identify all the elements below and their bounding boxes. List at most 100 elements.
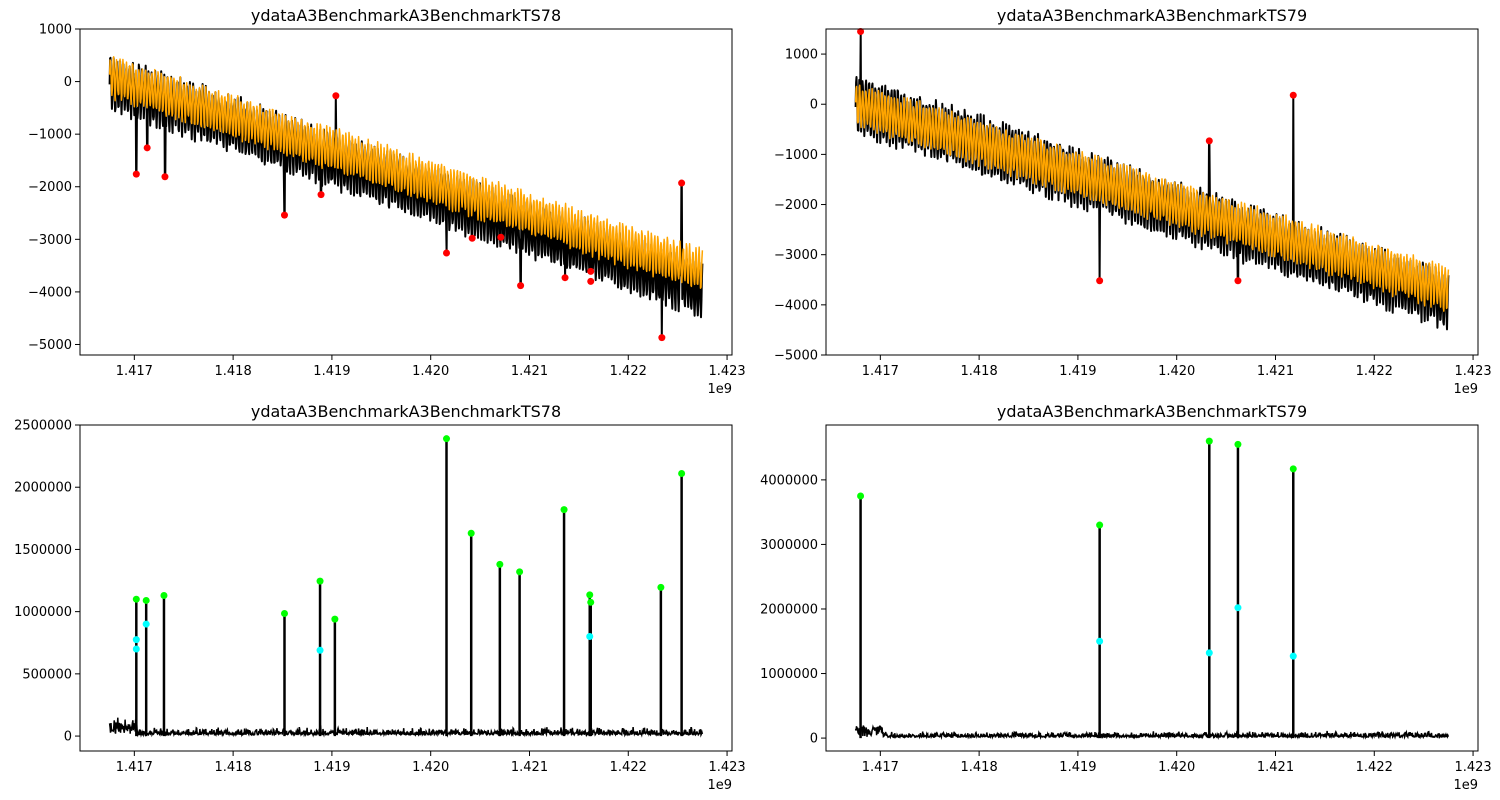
x-tick-label: 1.423 (1454, 364, 1491, 379)
peak-point (678, 470, 686, 478)
x-tick-label: 1.418 (961, 760, 998, 775)
peak-point (467, 529, 475, 537)
peak-point (316, 577, 324, 585)
anomaly-point (497, 233, 505, 241)
y-tick-label: 4000000 (760, 473, 818, 488)
plot-area (79, 424, 733, 752)
peak-point (496, 560, 504, 568)
chart-title: ydataA3BenchmarkA3BenchmarkTS79 (997, 6, 1307, 25)
plot-frame (825, 424, 1479, 752)
peak-point (160, 591, 168, 599)
x-tick-label: 1.418 (215, 364, 252, 379)
plot-area (825, 424, 1479, 752)
anomaly-point (587, 277, 595, 285)
x-tick-label: 1.423 (1454, 760, 1491, 775)
y-tick-label: 1000000 (14, 605, 72, 620)
y-tick-label: 0 (810, 98, 818, 113)
y-tick-label: 1000 (39, 23, 72, 38)
peak-point (516, 568, 524, 576)
y-tick-label: −3000 (28, 233, 72, 248)
peak-point (142, 596, 150, 604)
chart-title: ydataA3BenchmarkA3BenchmarkTS78 (251, 402, 561, 421)
y-tick-label: 2000000 (14, 481, 72, 496)
y-tick-label: −4000 (28, 285, 72, 300)
peak-point (331, 615, 339, 623)
chart-panel-1: ydataA3BenchmarkA3BenchmarkTS78 1.417 1.41… (28, 6, 746, 397)
x-tick-label: 1.417 (862, 364, 899, 379)
anomaly-point (143, 144, 151, 152)
x-tick-label: 1.419 (1059, 364, 1096, 379)
x-tick-label: 1.419 (313, 364, 350, 379)
y-tick-label: 500000 (22, 667, 72, 682)
peak-point (1234, 440, 1242, 448)
x-offset-label: 1e9 (1453, 382, 1478, 397)
peak-point (587, 598, 595, 606)
anomaly-point (1289, 91, 1297, 99)
y-tick-label: −2000 (774, 198, 818, 213)
anomaly-point (280, 211, 288, 219)
anomaly-point (678, 179, 686, 187)
anomaly-point (332, 92, 340, 100)
anomaly-point (468, 234, 476, 242)
chart-panel-3: ydataA3BenchmarkA3BenchmarkTS78 1.417 1.41… (14, 402, 746, 793)
anomaly-point (317, 191, 325, 199)
peak-point (280, 610, 288, 618)
x-tick-label: 1.420 (412, 760, 449, 775)
peak-point (586, 591, 594, 599)
anomaly-point (561, 274, 569, 282)
x-tick-label: 1.421 (511, 364, 548, 379)
secondary-point (316, 646, 324, 654)
x-tick-label: 1.418 (961, 364, 998, 379)
x-offset-label: 1e9 (1453, 778, 1478, 793)
peak-point (1289, 465, 1297, 473)
x-tick-label: 1.420 (1158, 760, 1195, 775)
y-tick-label: 0 (64, 730, 72, 745)
secondary-point (1096, 637, 1104, 645)
y-tick-label: 0 (64, 75, 72, 90)
x-tick-label: 1.420 (1158, 364, 1195, 379)
peak-point (657, 583, 665, 591)
peak-point (1205, 437, 1213, 445)
x-tick-label: 1.417 (862, 760, 899, 775)
y-tick-label: 0 (810, 732, 818, 747)
x-tick-label: 1.417 (116, 364, 153, 379)
peak-point (132, 595, 140, 603)
chart-title: ydataA3BenchmarkA3BenchmarkTS79 (997, 402, 1307, 421)
x-tick-label: 1.421 (1257, 760, 1294, 775)
x-tick-label: 1.422 (610, 760, 647, 775)
x-tick-label: 1.422 (610, 364, 647, 379)
x-offset-label: 1e9 (707, 382, 732, 397)
peak-point (1096, 521, 1104, 529)
x-tick-label: 1.423 (708, 760, 745, 775)
y-tick-label: −1000 (28, 128, 72, 143)
anomaly-point (857, 28, 865, 36)
y-tick-label: 1500000 (14, 543, 72, 558)
y-tick-label: −5000 (774, 349, 818, 364)
secondary-point (1234, 604, 1242, 612)
y-tick-label: 2000000 (760, 602, 818, 617)
y-tick-label: −1000 (774, 148, 818, 163)
series-line-1 (108, 717, 704, 738)
anomaly-point (1234, 277, 1242, 285)
chart-panel-4: ydataA3BenchmarkA3BenchmarkTS79 1.417 1.41… (760, 402, 1492, 793)
series-line-2 (108, 56, 704, 289)
plot-frame (825, 28, 1479, 356)
secondary-point (1205, 649, 1213, 657)
y-tick-label: −5000 (28, 338, 72, 353)
anomaly-point (1205, 137, 1213, 145)
y-tick-label: −2000 (28, 180, 72, 195)
plot-frame (79, 28, 733, 356)
x-tick-label: 1.418 (215, 760, 252, 775)
y-tick-label: 1000000 (760, 667, 818, 682)
x-tick-label: 1.422 (1356, 760, 1393, 775)
secondary-point (142, 620, 150, 628)
peak-point (857, 492, 865, 500)
secondary-point (1289, 652, 1297, 660)
anomaly-point (132, 170, 140, 178)
x-tick-label: 1.417 (116, 760, 153, 775)
y-tick-label: 2500000 (14, 419, 72, 434)
anomaly-point (1096, 277, 1104, 285)
x-offset-label: 1e9 (707, 778, 732, 793)
secondary-point (586, 633, 594, 641)
